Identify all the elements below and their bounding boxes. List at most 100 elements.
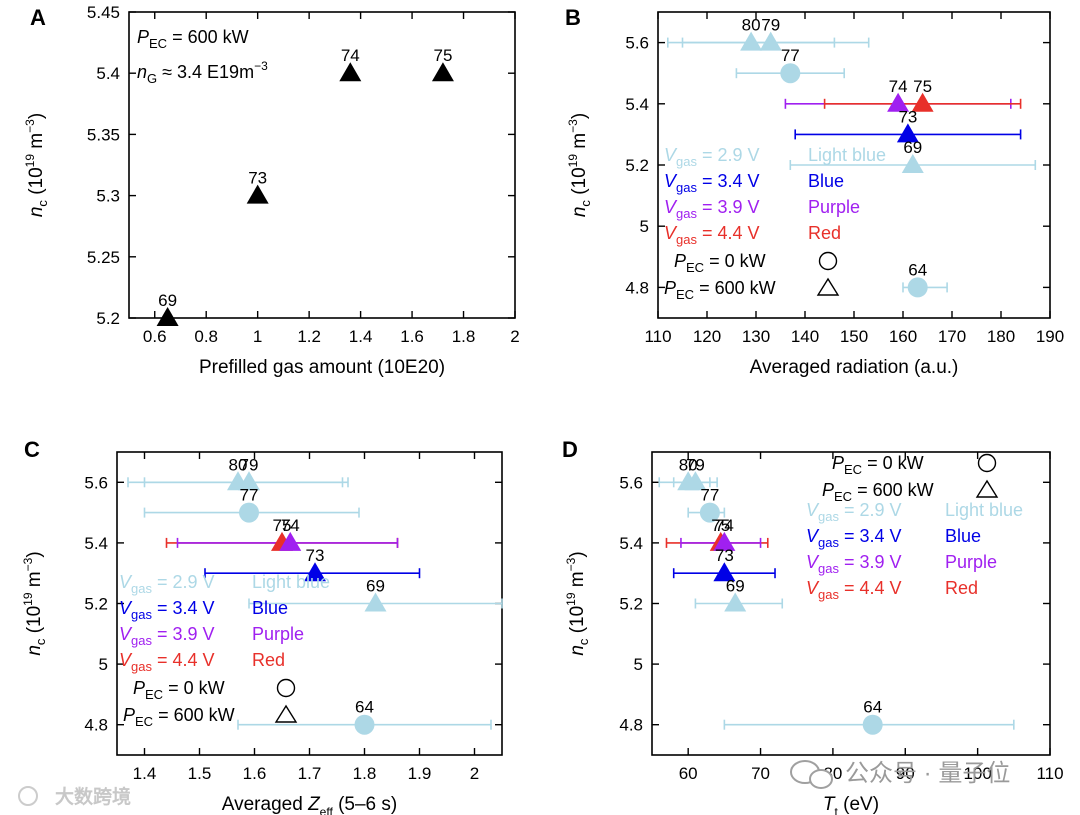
y-tick-label: 5.25 <box>87 248 120 267</box>
y-tick-label: 5.2 <box>96 309 120 328</box>
legend-vgas-entry: Vgas = 2.9 V <box>664 145 760 169</box>
legend-pec-entry: PEC = 600 kW <box>664 278 776 302</box>
point-label: 64 <box>863 698 882 717</box>
point-triangle <box>156 307 179 326</box>
text-span: (10 <box>26 167 47 200</box>
y-tick-label: 5.4 <box>84 534 108 553</box>
legend: Vgas = 2.9 V Light blue Vgas = 3.4 V Blue Vg… <box>806 453 1023 602</box>
text-span: eff <box>320 805 334 815</box>
text-span: EC <box>834 489 852 504</box>
y-tick-label: 5 <box>634 655 643 674</box>
x-tick-label: 140 <box>791 327 819 346</box>
text-span: −3 <box>564 557 578 571</box>
x-axis-label: Averaged radiation (a.u.) <box>750 357 959 378</box>
point-label: 80 <box>229 455 248 474</box>
x-tick-label: 0.6 <box>143 327 167 346</box>
text-span: V <box>806 552 820 572</box>
text-span: V <box>119 624 133 644</box>
watermark-right: 公众号 · 量子位 <box>845 760 1010 787</box>
text-span: EC <box>145 687 163 702</box>
legend-color-name: Purple <box>945 552 997 572</box>
text-span: n <box>26 207 47 218</box>
legend-color-name: Light blue <box>808 145 886 165</box>
text-span: T <box>823 794 836 815</box>
legend-color-name: Purple <box>808 197 860 217</box>
text-span: gas <box>676 206 697 221</box>
watermark-logo-icon <box>18 786 38 806</box>
text-span: 19 <box>566 154 580 168</box>
text-span: 19 <box>564 592 578 606</box>
text-span: gas <box>676 154 697 169</box>
text-span: V <box>119 650 133 670</box>
text-span: P <box>822 480 834 500</box>
text-span: P <box>674 251 686 271</box>
legend-vgas-entry: Vgas = 3.4 V <box>119 598 215 622</box>
point-triangle <box>364 592 387 612</box>
text-span: (eV) <box>838 794 879 815</box>
x-tick-label: 1.4 <box>349 327 373 346</box>
text-span: = 600 kW <box>167 27 249 47</box>
text-span: = 0 kW <box>862 453 924 473</box>
text-span: = 3.4 V <box>152 598 215 618</box>
legend-vgas-entry: Vgas = 4.4 V <box>806 578 902 602</box>
text-span: EC <box>686 260 704 275</box>
point-label: 73 <box>715 546 734 565</box>
point-triangle <box>901 154 924 173</box>
y-tick-label: 4.8 <box>625 278 649 297</box>
x-tick-label: 60 <box>679 764 698 783</box>
text-span: G <box>147 71 157 86</box>
x-tick-label: 1.4 <box>133 764 157 783</box>
legend-vgas-entry: Vgas = 3.9 V <box>119 624 215 648</box>
text-span: EC <box>135 714 153 729</box>
y-tick-label: 5.35 <box>87 125 120 144</box>
text-span: = 2.9 V <box>839 500 902 520</box>
legend-color-name: Light blue <box>945 500 1023 520</box>
data-points: 69 73 74 75 <box>156 46 454 326</box>
legend-vgas-entry: Vgas = 3.4 V <box>806 526 902 550</box>
legend-triangle-marker <box>274 704 298 723</box>
y-tick-label: 5.4 <box>619 534 643 553</box>
point-label: 69 <box>903 138 922 157</box>
point-label: 73 <box>898 107 917 126</box>
legend-circle-marker <box>977 453 997 473</box>
text-span: = 0 kW <box>704 251 766 271</box>
point-label: 75 <box>273 516 292 535</box>
text-span: P <box>123 705 135 725</box>
y-axis-label: nc (1019 m−3) <box>23 113 50 217</box>
text-span: V <box>664 145 678 165</box>
y-axis-label: nc (1019 m−3) <box>564 551 591 655</box>
text-span: n <box>137 62 147 82</box>
x-tick-label: 1.2 <box>297 327 321 346</box>
text-span: (10 <box>569 167 590 200</box>
legend-vgas-entry: Vgas = 3.4 V <box>664 171 760 195</box>
panel-letter: C <box>24 437 40 462</box>
x-tick-label: 180 <box>987 327 1015 346</box>
text-span: −3 <box>566 119 580 133</box>
y-tick-label: 4.8 <box>619 716 643 735</box>
watermark-left: 大数跨境 <box>55 785 131 808</box>
text-span: gas <box>818 509 839 524</box>
annotation-ng: nG ≈ 3.4 E19m−3 <box>137 59 268 86</box>
legend-color-name: Red <box>808 223 841 243</box>
legend-vgas-entry: Vgas = 4.4 V <box>664 223 760 247</box>
point-label: 77 <box>781 46 800 65</box>
point-label: 74 <box>281 516 300 535</box>
x-tick-label: 150 <box>840 327 868 346</box>
annotation-pec: PEC = 600 kW <box>137 27 249 51</box>
point-triangle <box>339 62 362 82</box>
text-span: (10 <box>567 606 588 639</box>
x-tick-label: 90 <box>896 764 915 783</box>
point-label: 69 <box>158 291 177 310</box>
point-label: 74 <box>715 516 734 535</box>
legend-triangle-marker <box>816 277 840 296</box>
y-tick-label: 5.3 <box>96 187 120 206</box>
y-tick-label: 4.8 <box>84 716 108 735</box>
point-label: 79 <box>240 455 259 474</box>
text-span: V <box>119 598 133 618</box>
point-label: 75 <box>913 77 932 96</box>
legend-vgas-entry: Vgas = 3.9 V <box>664 197 760 221</box>
text-span: = 3.9 V <box>152 624 215 644</box>
text-span: = 3.9 V <box>697 197 760 217</box>
text-span: P <box>664 278 676 298</box>
x-tick-label: 1.8 <box>353 764 377 783</box>
